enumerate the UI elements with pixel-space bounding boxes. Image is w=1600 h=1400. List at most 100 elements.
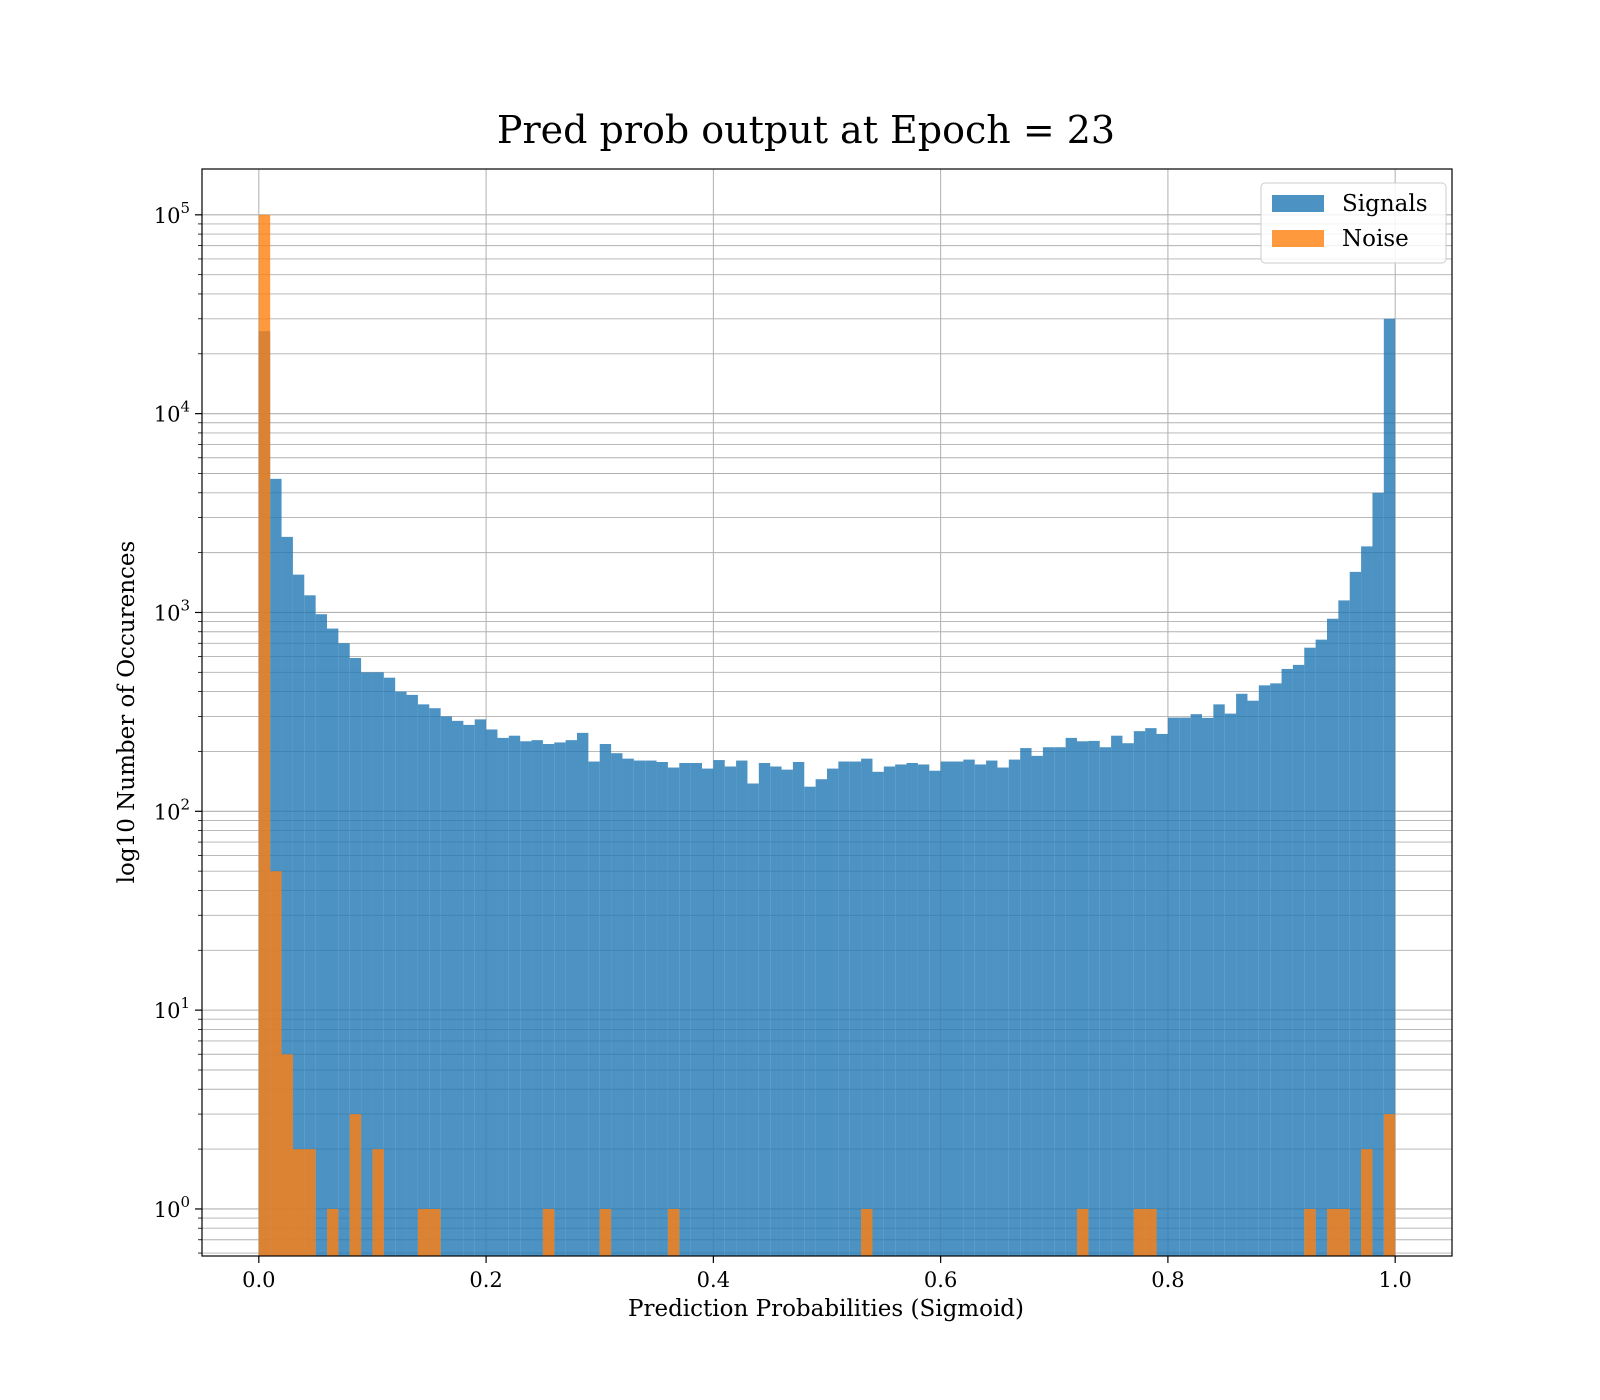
y-axis-label: log10 Number of Occurences — [114, 541, 140, 884]
bar-signals — [861, 758, 873, 1256]
bar-signals — [986, 760, 998, 1256]
bar-signals — [292, 574, 305, 1256]
bar-signals — [849, 761, 862, 1256]
bar-signals — [452, 720, 464, 1256]
bar-signals — [531, 740, 543, 1256]
bar-noise — [1361, 1149, 1373, 1256]
bar-signals — [747, 783, 759, 1256]
bar-signals — [554, 742, 566, 1256]
bar-signals — [383, 677, 396, 1256]
bar-signals — [1111, 735, 1123, 1256]
bar-signals — [633, 760, 646, 1256]
bar-signals — [758, 762, 771, 1256]
bar-signals — [883, 766, 896, 1256]
bar-noise — [292, 1149, 305, 1256]
bar-noise — [599, 1208, 612, 1256]
bar-signals — [1031, 755, 1043, 1256]
bar-signals — [917, 764, 930, 1256]
bar-noise — [1145, 1208, 1157, 1256]
bar-signals — [1190, 714, 1202, 1256]
bar-signals — [281, 536, 293, 1256]
bar-noise — [304, 1149, 316, 1256]
bar-signals — [270, 478, 282, 1256]
bar-signals — [429, 708, 441, 1256]
legend-label-signals: Signals — [1342, 191, 1428, 217]
plot-frame — [201, 168, 1453, 1257]
bar-signals — [781, 769, 793, 1256]
ticks-layer: 0.0 0.2 0.4 0.6 0.8 1.0 100 101 102 103 104 105 — [154, 199, 1412, 1292]
bar-noise — [281, 1054, 293, 1256]
bar-signals — [929, 770, 941, 1256]
bar-signals — [1292, 664, 1305, 1256]
x-tick-label: 0.6 — [924, 1268, 957, 1292]
legend-label-noise: Noise — [1342, 226, 1409, 252]
x-axis-label: Prediction Probabilities (Sigmoid) — [628, 1296, 1024, 1322]
bar-noise — [1304, 1208, 1316, 1256]
bar-signals — [792, 762, 805, 1256]
bar-signals — [952, 761, 964, 1256]
bar-signals — [588, 761, 600, 1256]
bar-signals — [1213, 704, 1225, 1256]
bar-signals — [1088, 740, 1100, 1256]
x-tick-label: 0.8 — [1151, 1268, 1184, 1292]
bar-signals — [690, 762, 702, 1256]
bar-signals — [827, 768, 839, 1256]
chart-title: Pred prob output at Epoch = 23 — [497, 108, 1115, 152]
bar-signals — [667, 767, 680, 1256]
bar-signals — [417, 704, 430, 1256]
bar-signals — [577, 732, 589, 1256]
bar-signals — [1258, 685, 1271, 1256]
bar-signals — [1202, 717, 1214, 1256]
bar-signals — [815, 779, 827, 1256]
bar-signals — [349, 658, 362, 1256]
bar-signals — [565, 740, 577, 1256]
bar-signals — [702, 768, 714, 1256]
bar-signals — [1122, 743, 1134, 1256]
bar-signals — [1156, 733, 1168, 1256]
bar-noise — [258, 214, 271, 1256]
bar-signals — [1327, 618, 1339, 1256]
bar-signals — [520, 741, 532, 1256]
bar-signals — [463, 724, 475, 1256]
bar-noise — [1133, 1208, 1146, 1256]
legend-swatch-signals — [1272, 195, 1324, 212]
y-tick-label: 105 — [154, 199, 190, 228]
bar-signals — [770, 766, 782, 1256]
bar-signals — [679, 762, 691, 1256]
bar-signals — [497, 737, 509, 1256]
bar-noise — [667, 1208, 680, 1256]
bar-signals — [1372, 492, 1384, 1256]
bar-signals — [315, 614, 327, 1256]
x-tick-label: 0.4 — [697, 1268, 730, 1292]
bar-signals — [1383, 318, 1396, 1256]
bar-signals — [440, 716, 452, 1256]
bar-signals — [1145, 728, 1157, 1256]
bar-signals — [372, 672, 384, 1256]
legend-swatch-noise — [1272, 230, 1324, 247]
x-tick-label: 0.0 — [242, 1268, 275, 1292]
bar-signals — [304, 595, 316, 1256]
bar-signals — [838, 761, 850, 1256]
bar-noise — [372, 1149, 384, 1256]
bar-signals — [940, 761, 952, 1256]
bar-noise — [861, 1208, 873, 1256]
bar-signals — [1338, 600, 1350, 1256]
bars-layer — [258, 214, 1396, 1256]
bar-signals — [1247, 700, 1259, 1256]
legend: Signals Noise — [1260, 182, 1447, 264]
bar-signals — [906, 762, 918, 1256]
bar-signals — [1020, 748, 1032, 1256]
bar-signals — [656, 762, 668, 1256]
bar-signals — [1304, 647, 1316, 1256]
bar-signals — [395, 691, 407, 1256]
bar-noise — [1383, 1114, 1396, 1256]
bar-signals — [1065, 737, 1077, 1256]
bar-noise — [1338, 1208, 1350, 1256]
bar-noise — [429, 1208, 441, 1256]
bar-noise — [270, 871, 282, 1256]
bar-noise — [1077, 1208, 1089, 1256]
bar-signals — [1361, 546, 1373, 1256]
bar-signals — [1224, 713, 1237, 1256]
bar-signals — [1270, 683, 1282, 1256]
